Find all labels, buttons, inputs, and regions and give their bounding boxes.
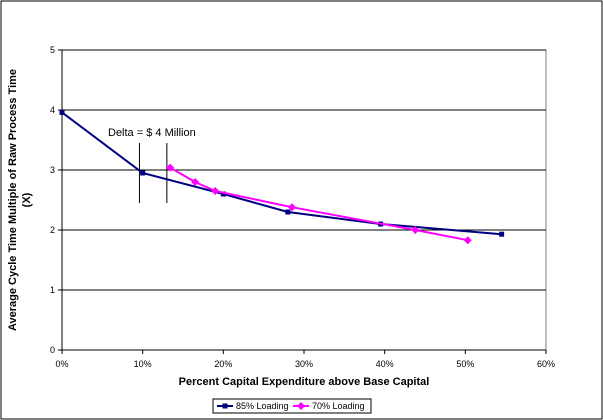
- legend-box: [212, 398, 372, 414]
- x-tick-label: 60%: [537, 359, 555, 369]
- legend-label: 70% Loading: [312, 401, 365, 411]
- x-tick-label: 50%: [456, 359, 474, 369]
- series-line: [169, 166, 468, 242]
- data-point: [140, 170, 146, 176]
- data-point: [59, 109, 65, 115]
- x-tick-label: 30%: [295, 359, 313, 369]
- x-tick-label: 40%: [376, 359, 394, 369]
- legend: 85% Loading 70% Loading: [212, 398, 372, 414]
- gridlines: [62, 49, 546, 291]
- y-tick-label: 3: [50, 165, 55, 175]
- data-point: [287, 203, 296, 212]
- data-point: [499, 231, 505, 237]
- data-point: [411, 226, 420, 234]
- annotation-group: Delta = $ 4 Million: [108, 127, 196, 203]
- data-point: [166, 163, 175, 172]
- y-tick-label: 5: [50, 45, 55, 55]
- legend-marker: [297, 402, 305, 410]
- data-point: [463, 236, 472, 245]
- data-point: [285, 209, 291, 215]
- y-tick-label: 0: [50, 345, 55, 355]
- y-axis-label-line2: (X): [21, 192, 33, 207]
- data-point: [220, 191, 226, 197]
- legend-label: 85% Loading: [236, 401, 289, 411]
- legend-marker: [222, 403, 228, 409]
- x-tick-label: 20%: [214, 359, 232, 369]
- x-axis-label: Percent Capital Expenditure above Base C…: [179, 376, 430, 388]
- data-point: [211, 187, 220, 195]
- x-tick-label: 0%: [55, 359, 68, 369]
- y-axis-label-line1: Average Cycle Time Multiple of Raw Proce…: [7, 69, 19, 331]
- series-line: [61, 111, 502, 236]
- series-group: [59, 109, 505, 245]
- y-tick-label: 2: [50, 225, 55, 235]
- y-tick-label: 1: [50, 285, 55, 295]
- annotation-label: Delta = $ 4 Million: [108, 127, 196, 139]
- x-tick-label: 10%: [134, 359, 152, 369]
- data-point: [191, 178, 200, 186]
- y-tick-label: 4: [50, 105, 55, 115]
- plot-area: [61, 49, 547, 351]
